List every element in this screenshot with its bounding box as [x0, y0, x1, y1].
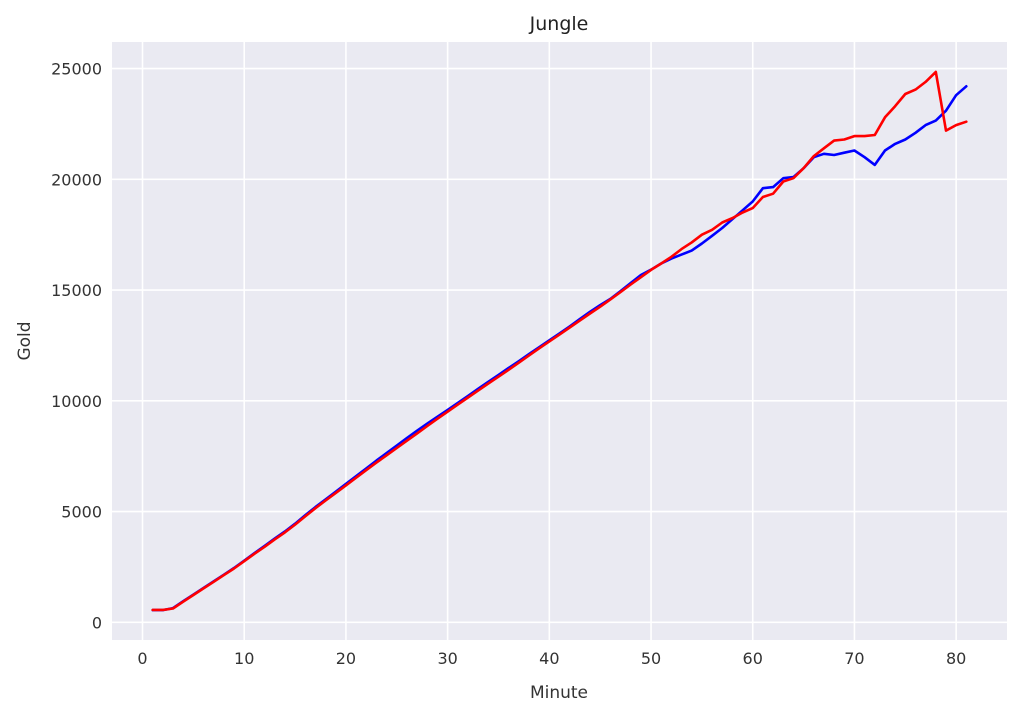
x-tick-label: 20 — [336, 649, 356, 668]
y-tick-label: 5000 — [61, 503, 102, 522]
y-tick-label: 0 — [92, 613, 102, 632]
y-axis-label: Gold — [15, 321, 35, 360]
y-tick-label: 10000 — [51, 392, 102, 411]
x-tick-label: 80 — [946, 649, 966, 668]
y-tick-label: 20000 — [51, 170, 102, 189]
x-tick-label: 70 — [844, 649, 864, 668]
series-lines — [151, 70, 968, 612]
x-tick-label: 60 — [743, 649, 763, 668]
y-tick-label: 15000 — [51, 281, 102, 300]
x-tick-label: 40 — [539, 649, 559, 668]
tick-labels: 0 10 20 30 40 50 60 70 80 0 5000 10000 15000 20000 250… — [51, 60, 966, 668]
x-tick-label: 0 — [137, 649, 147, 668]
x-tick-label: 50 — [641, 649, 661, 668]
plot-area — [112, 42, 1007, 640]
x-axis-label: Minute — [530, 683, 588, 703]
series-line-2 — [151, 70, 968, 612]
x-tick-label: 10 — [234, 649, 254, 668]
chart-title: Jungle — [529, 13, 589, 35]
y-tick-label: 25000 — [51, 60, 102, 79]
x-tick-label: 30 — [437, 649, 457, 668]
